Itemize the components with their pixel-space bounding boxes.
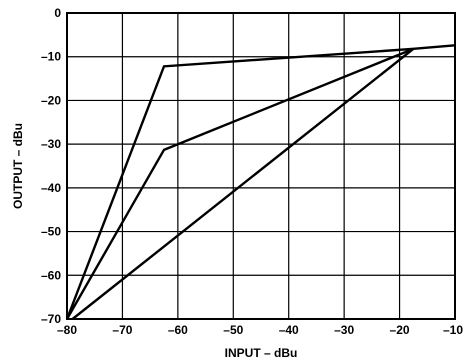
x-tick-label: –80 [57,323,77,337]
series-line-3 [71,47,415,320]
series-line-1 [65,44,456,320]
y-tick-label: –10 [41,50,61,64]
x-tick-label: –50 [223,323,243,337]
y-tick-label: –50 [41,225,61,239]
x-axis-ticks: –80 –70 –60 –50 –40 –30 –20 –10 [57,323,463,337]
x-tick-label: –60 [168,323,188,337]
series-line-2 [65,47,414,320]
y-tick-label: –30 [41,137,61,151]
y-tick-label: –70 [41,312,61,326]
x-tick-label: –70 [112,323,132,337]
series-layer [65,44,456,320]
y-tick-label: 0 [54,6,61,20]
x-tick-label: –10 [443,323,463,337]
y-axis-ticks: 0 –10 –20 –30 –40 –50 –60 –70 [41,6,61,326]
x-axis-label: INPUT – dBu [225,346,298,360]
plot-frame [66,12,456,320]
x-tick-label: –40 [279,323,299,337]
y-axis-label: OUTPUT – dBu [11,123,25,209]
y-tick-label: –60 [41,268,61,282]
y-tick-label: –20 [41,93,61,107]
y-tick-label: –40 [41,181,61,195]
grid [66,12,456,320]
x-tick-label: –30 [334,323,354,337]
x-tick-label: –20 [390,323,410,337]
